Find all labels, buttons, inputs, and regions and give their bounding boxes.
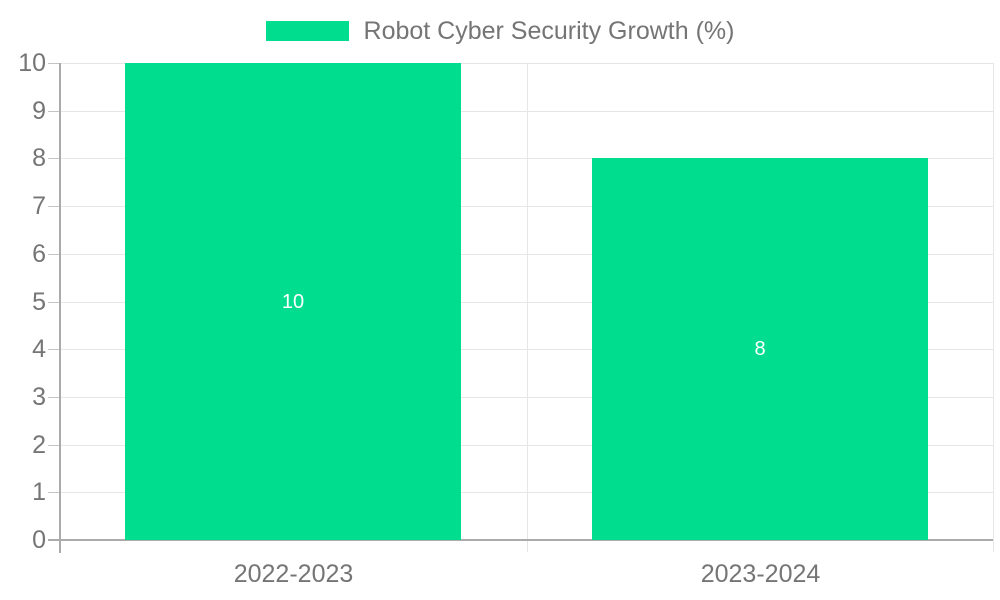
y-gridline — [60, 492, 993, 493]
legend[interactable]: Robot Cyber Security Growth (%) — [0, 17, 1000, 45]
y-gridline — [60, 302, 993, 303]
y-axis-tick-label: 4 — [32, 335, 46, 363]
x-gridline — [993, 63, 994, 552]
y-axis-tick — [48, 63, 60, 64]
y-axis-tick-label: 2 — [32, 431, 46, 459]
y-axis-tick — [48, 206, 60, 207]
bar-value-label: 10 — [281, 290, 305, 313]
y-axis-tick — [48, 158, 60, 159]
bar-value-label: 8 — [754, 338, 766, 360]
y-gridline — [60, 349, 993, 350]
bar-2023-2024[interactable]: 8 — [592, 158, 928, 540]
y-gridline — [60, 206, 993, 207]
y-gridline — [60, 63, 993, 64]
x-axis-category-label: 2022-2023 — [233, 560, 354, 588]
y-axis-tick-label: 5 — [32, 288, 46, 316]
y-axis-tick — [48, 492, 60, 493]
y-axis-tick — [48, 111, 60, 112]
y-axis-tick — [48, 302, 60, 303]
y-gridline — [60, 397, 993, 398]
bar-2022-2023[interactable]: 10 — [125, 63, 461, 540]
y-axis-tick — [48, 397, 60, 398]
y-axis-tick-label: 3 — [32, 383, 46, 411]
y-axis-tick-label: 9 — [32, 97, 46, 125]
y-axis-tick-label: 6 — [32, 240, 46, 268]
y-axis-tick-label: 10 — [18, 49, 46, 77]
y-axis-line — [59, 63, 61, 553]
x-gridline — [527, 63, 528, 552]
y-axis-tick-label: 0 — [32, 526, 46, 554]
x-axis-category-label: 2023-2024 — [700, 560, 821, 588]
y-axis-tick-label: 1 — [32, 478, 46, 506]
x-axis-line — [48, 539, 993, 541]
y-axis-tick — [48, 349, 60, 350]
y-axis-tick-label: 8 — [32, 144, 46, 172]
legend-label: Robot Cyber Security Growth (%) — [363, 17, 735, 45]
y-axis-tick — [48, 445, 60, 446]
y-gridline — [60, 158, 993, 159]
y-gridline — [60, 445, 993, 446]
y-gridline — [60, 254, 993, 255]
y-axis-tick — [48, 254, 60, 255]
legend-swatch — [265, 21, 349, 41]
y-axis-tick-label: 7 — [32, 192, 46, 220]
y-gridline — [60, 111, 993, 112]
